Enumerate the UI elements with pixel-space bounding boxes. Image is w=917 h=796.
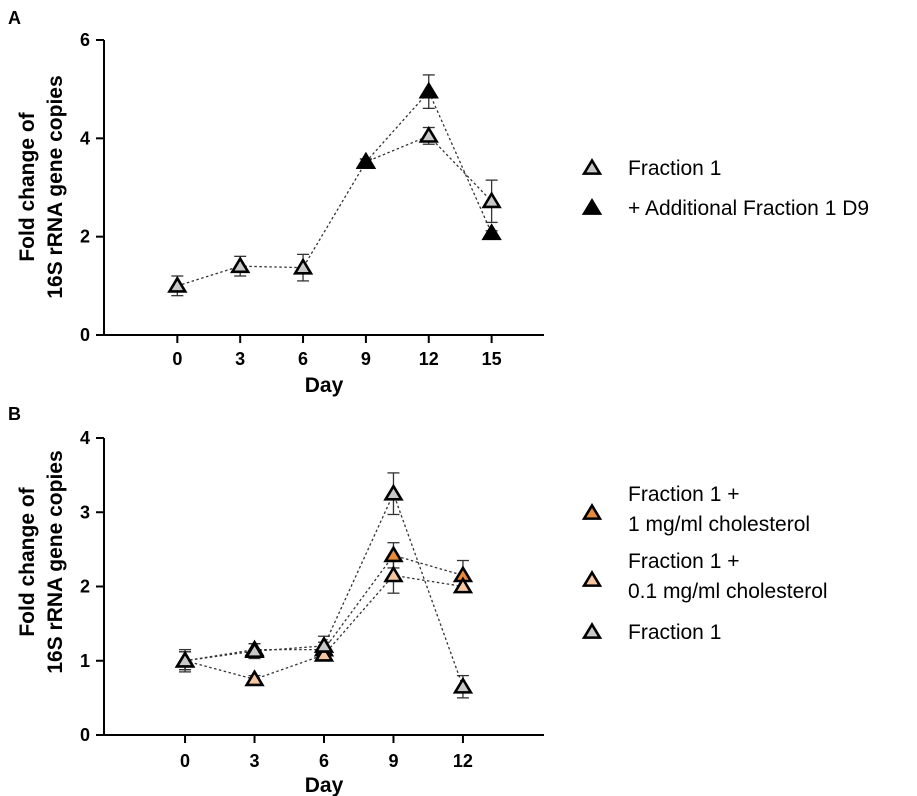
y-axis-title-line: Fold change of bbox=[16, 111, 39, 261]
data-point-series-1 bbox=[418, 81, 439, 99]
data-point-series-0 bbox=[418, 125, 439, 143]
y-tick-label: 2 bbox=[80, 227, 90, 247]
x-tick-label: 3 bbox=[250, 751, 260, 771]
legend-label: Fraction 1 + bbox=[628, 550, 739, 573]
x-tick-label: 0 bbox=[172, 349, 182, 369]
x-axis-title: Day bbox=[305, 774, 344, 796]
data-point-series-1 bbox=[383, 565, 404, 583]
y-axis-title-line: 16S rRNA gene copies bbox=[44, 450, 67, 673]
y-tick-label: 2 bbox=[80, 577, 90, 597]
y-tick-label: 0 bbox=[80, 725, 90, 745]
x-tick-label: 12 bbox=[419, 349, 439, 369]
x-tick-label: 3 bbox=[235, 349, 245, 369]
x-tick-label: 9 bbox=[361, 349, 371, 369]
data-point-series-0 bbox=[167, 275, 188, 293]
series-line-0 bbox=[184, 554, 464, 662]
data-point-series-0 bbox=[383, 545, 404, 563]
panel-letter: A bbox=[8, 8, 21, 28]
x-tick-label: 9 bbox=[388, 751, 398, 771]
x-tick-label: 6 bbox=[319, 751, 329, 771]
y-axis-title-line: Fold change of bbox=[16, 486, 39, 636]
x-axis-title: Day bbox=[305, 374, 344, 397]
data-point-series-2 bbox=[244, 641, 265, 659]
data-point-series-2 bbox=[313, 635, 335, 653]
legend-marker bbox=[581, 569, 603, 587]
x-tick-label: 6 bbox=[298, 349, 308, 369]
legend-label: + Additional Fraction 1 D9 bbox=[628, 197, 869, 220]
data-point-series-2 bbox=[383, 483, 404, 501]
data-point-series-0 bbox=[292, 257, 314, 275]
legend-label: 0.1 mg/ml cholesterol bbox=[628, 580, 828, 603]
data-point-series-1 bbox=[313, 644, 335, 662]
y-axis-title-line: 16S rRNA gene copies bbox=[44, 75, 67, 298]
x-tick-label: 15 bbox=[482, 349, 502, 369]
x-tick-label: 0 bbox=[180, 751, 190, 771]
y-tick-label: 4 bbox=[80, 128, 90, 148]
data-point-series-1 bbox=[452, 576, 474, 594]
legend-label: Fraction 1 + bbox=[628, 483, 739, 506]
legend-marker bbox=[581, 621, 603, 639]
chart-panel-a: A 0 2 4 6 0 3 6 9 12 15 Day Fold change of 16S rRNA g… bbox=[8, 8, 869, 397]
data-point-series-2 bbox=[452, 676, 474, 694]
data-point-series-1 bbox=[481, 223, 502, 241]
data-point-series-0 bbox=[481, 191, 502, 209]
legend-marker bbox=[581, 197, 603, 215]
legend-marker bbox=[581, 502, 603, 520]
data-point-series-1 bbox=[355, 151, 377, 169]
y-tick-label: 6 bbox=[80, 30, 90, 50]
y-tick-label: 0 bbox=[80, 325, 90, 345]
series-line-0 bbox=[177, 135, 493, 287]
data-point-series-2 bbox=[174, 650, 196, 668]
legend-label: 1 mg/ml cholesterol bbox=[628, 513, 810, 536]
series-line-1 bbox=[365, 90, 493, 234]
x-tick-label: 12 bbox=[453, 751, 473, 771]
series-line-1 bbox=[184, 574, 464, 680]
series-line-2 bbox=[184, 491, 464, 687]
data-point-series-0 bbox=[230, 256, 251, 274]
legend-marker bbox=[581, 157, 603, 175]
y-tick-label: 1 bbox=[80, 651, 90, 671]
legend-label: Fraction 1 bbox=[628, 621, 721, 644]
legend-label: Fraction 1 bbox=[628, 157, 721, 180]
data-point-series-1 bbox=[244, 669, 265, 687]
panel-letter: B bbox=[8, 404, 21, 424]
y-tick-label: 3 bbox=[80, 502, 90, 522]
y-tick-label: 4 bbox=[80, 428, 90, 448]
